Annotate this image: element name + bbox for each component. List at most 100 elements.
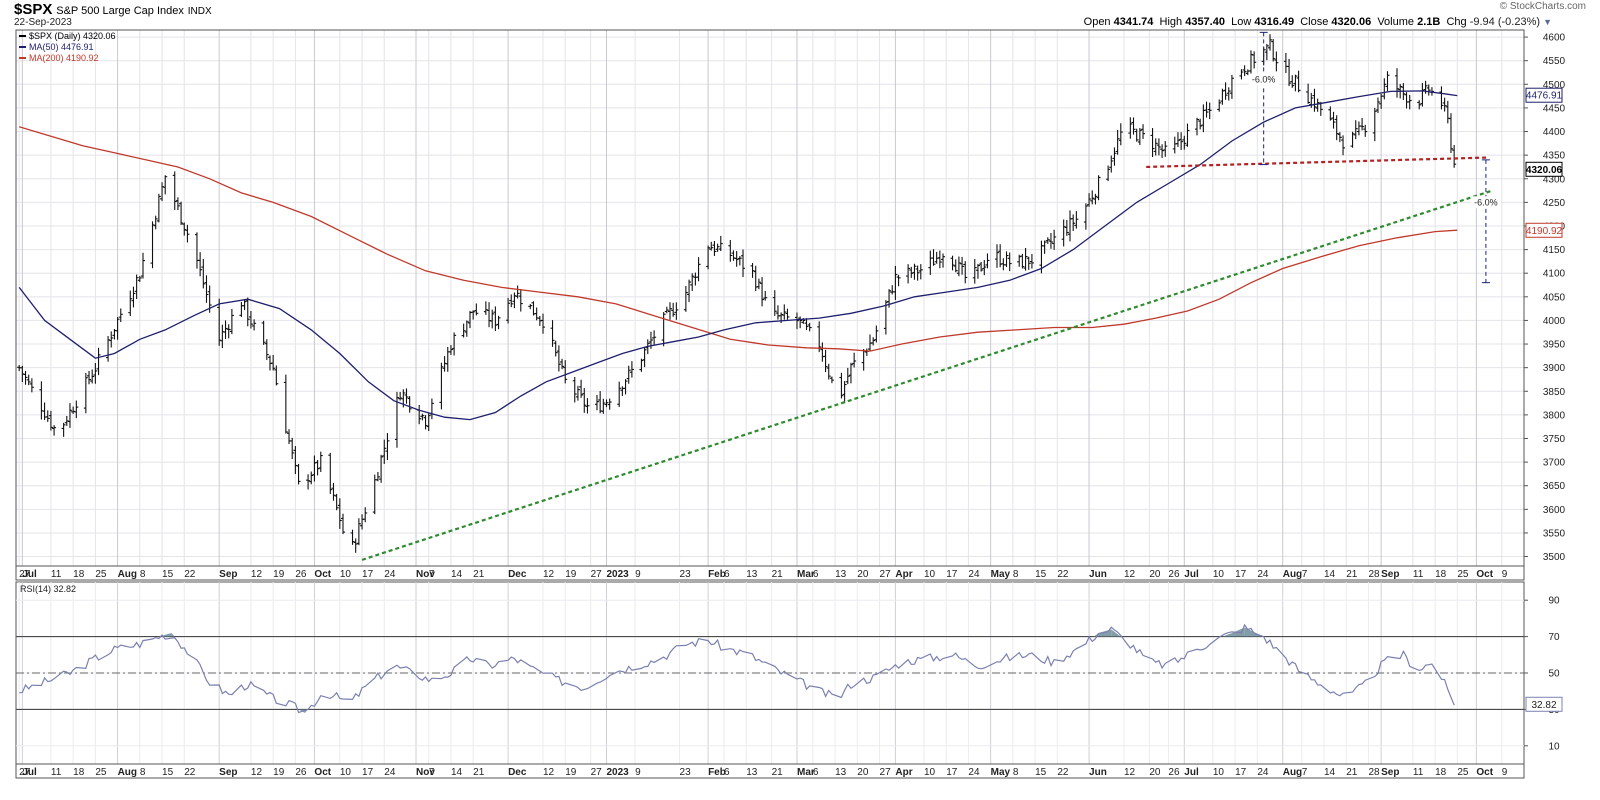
date-axis-bottom-label: 23 [680,767,692,778]
date-axis-bottom-label: 20 [857,767,869,778]
ohlc-bar [1439,86,1444,110]
price-tick-label: 3650 [1543,481,1566,492]
date-axis-top-label: 2023 [607,569,630,580]
date-axis-top-label: Jun [1089,569,1107,580]
price-tick-label: 4550 [1543,56,1566,67]
ohlc-bar [496,315,501,330]
ohlc-bar [245,297,250,327]
ohlc-bar [1020,253,1025,269]
ohlc-bar [48,410,53,431]
date-axis-bottom-label: 10 [340,767,352,778]
ohlc-bar [1223,82,1228,100]
ohlc-bar [353,538,358,553]
date-axis-top-label: 24 [1257,569,1269,580]
date-axis-bottom-label: 17 [362,767,374,778]
measure-label: -6.0% [1474,197,1498,207]
ohlc-bar [1074,211,1079,229]
rsi-overbought-fill [1111,629,1121,637]
change-value: -9.94 (-0.23%) [1469,16,1541,28]
ohlc-bar [331,482,336,501]
ohlc-bar [642,346,647,368]
ohlc-bar [74,400,79,419]
ohlc-bar [1382,78,1387,100]
ohlc-bar [664,306,669,314]
ohlc-bar [1153,138,1158,156]
date-axis-bottom-label: 13 [746,767,758,778]
ohlc-bar [794,312,799,330]
date-axis-top-label: 22 [184,569,196,580]
ohlc-bar [1175,132,1180,147]
ohlc-bar [760,277,765,307]
ohlc-bar [906,264,911,284]
date-axis-bottom-label: 6 [724,767,730,778]
ohlc-bar [1042,240,1047,254]
date-axis-top-label: 23 [680,569,692,580]
low-label: Low [1231,16,1252,28]
date-axis-top-label: 24 [384,569,396,580]
rsi-overbought-fill [1244,627,1264,637]
ohlc-bar [931,249,936,266]
date-axis-bottom-label: Apr [895,767,912,778]
ohlc-bar [696,257,701,282]
ohlc-bar [1128,117,1133,139]
ohlc-bar [1448,113,1453,154]
date-axis-top-label: 10 [1213,569,1225,580]
ohlc-bar [226,324,231,339]
date-axis-bottom-label: Nov [416,767,435,778]
price-tick-label: 4250 [1543,198,1566,209]
ohlc-bar [1045,237,1050,244]
ohlc-bar [629,361,634,378]
neckline-trendline [1146,156,1490,169]
ohlc-bar [87,370,92,385]
ohlc-bar [1290,75,1295,88]
ohlc-bar [582,388,587,413]
date-axis-top-label: 10 [924,569,936,580]
ohlc-bar [1353,120,1358,140]
date-axis-bottom-label: 21 [1346,767,1358,778]
ohlc-bar [1061,219,1066,247]
ohlc-bar [1115,130,1120,155]
ohlc-bar [150,221,155,269]
ohlc-bar [1160,144,1165,158]
price-plot-bg [16,30,1524,566]
ohlc-bar [337,498,342,529]
ohlc-bar [340,513,345,535]
date-axis-top-label: 26 [295,569,307,580]
ohlc-bar [379,454,384,483]
date-axis-top-label: 12 [251,569,263,580]
date-axis-top-frame [15,565,1525,581]
ohlc-bar [734,251,739,267]
ohlc-bar [1071,214,1076,231]
ohlc-bar [852,352,857,368]
price-tick-label: 4450 [1543,103,1566,114]
ohlc-bar [1087,193,1092,207]
ohlc-bar [128,290,133,317]
date-axis-bottom-label: 11 [1413,767,1424,778]
date-axis-top-label: 17 [362,569,374,580]
date-axis-bottom-label: 26 [295,767,307,778]
date-axis-bottom-label: 19 [273,767,285,778]
ohlc-bar [972,258,977,284]
ohlc-bar [1083,203,1088,230]
chart-date: 22-Sep-2023 [14,17,72,28]
price-tick-label: 3500 [1543,552,1566,563]
ohlc-bar [175,197,180,210]
ohlc-bar [471,310,476,320]
date-axis-bottom-label: Feb [708,767,726,778]
rsi-tick-label: 70 [1548,632,1560,643]
volume-label: Volume [1377,16,1415,28]
date-axis-top-label: 27 [880,569,892,580]
ohlc-bar [782,304,787,320]
ohlc-bar [601,398,606,414]
date-axis-top-label: 9 [635,569,641,580]
date-axis-bottom-label: 27 [880,767,892,778]
ohlc-bar [639,358,644,372]
date-axis-bottom-label: Jul [1184,767,1199,778]
ohlc-bar [750,263,755,278]
date-axis-top-label: 22 [1057,569,1069,580]
ohlc-bar [264,339,269,360]
dropdown-icon[interactable]: ▼ [1543,17,1552,27]
ohlc-bar [950,255,955,271]
